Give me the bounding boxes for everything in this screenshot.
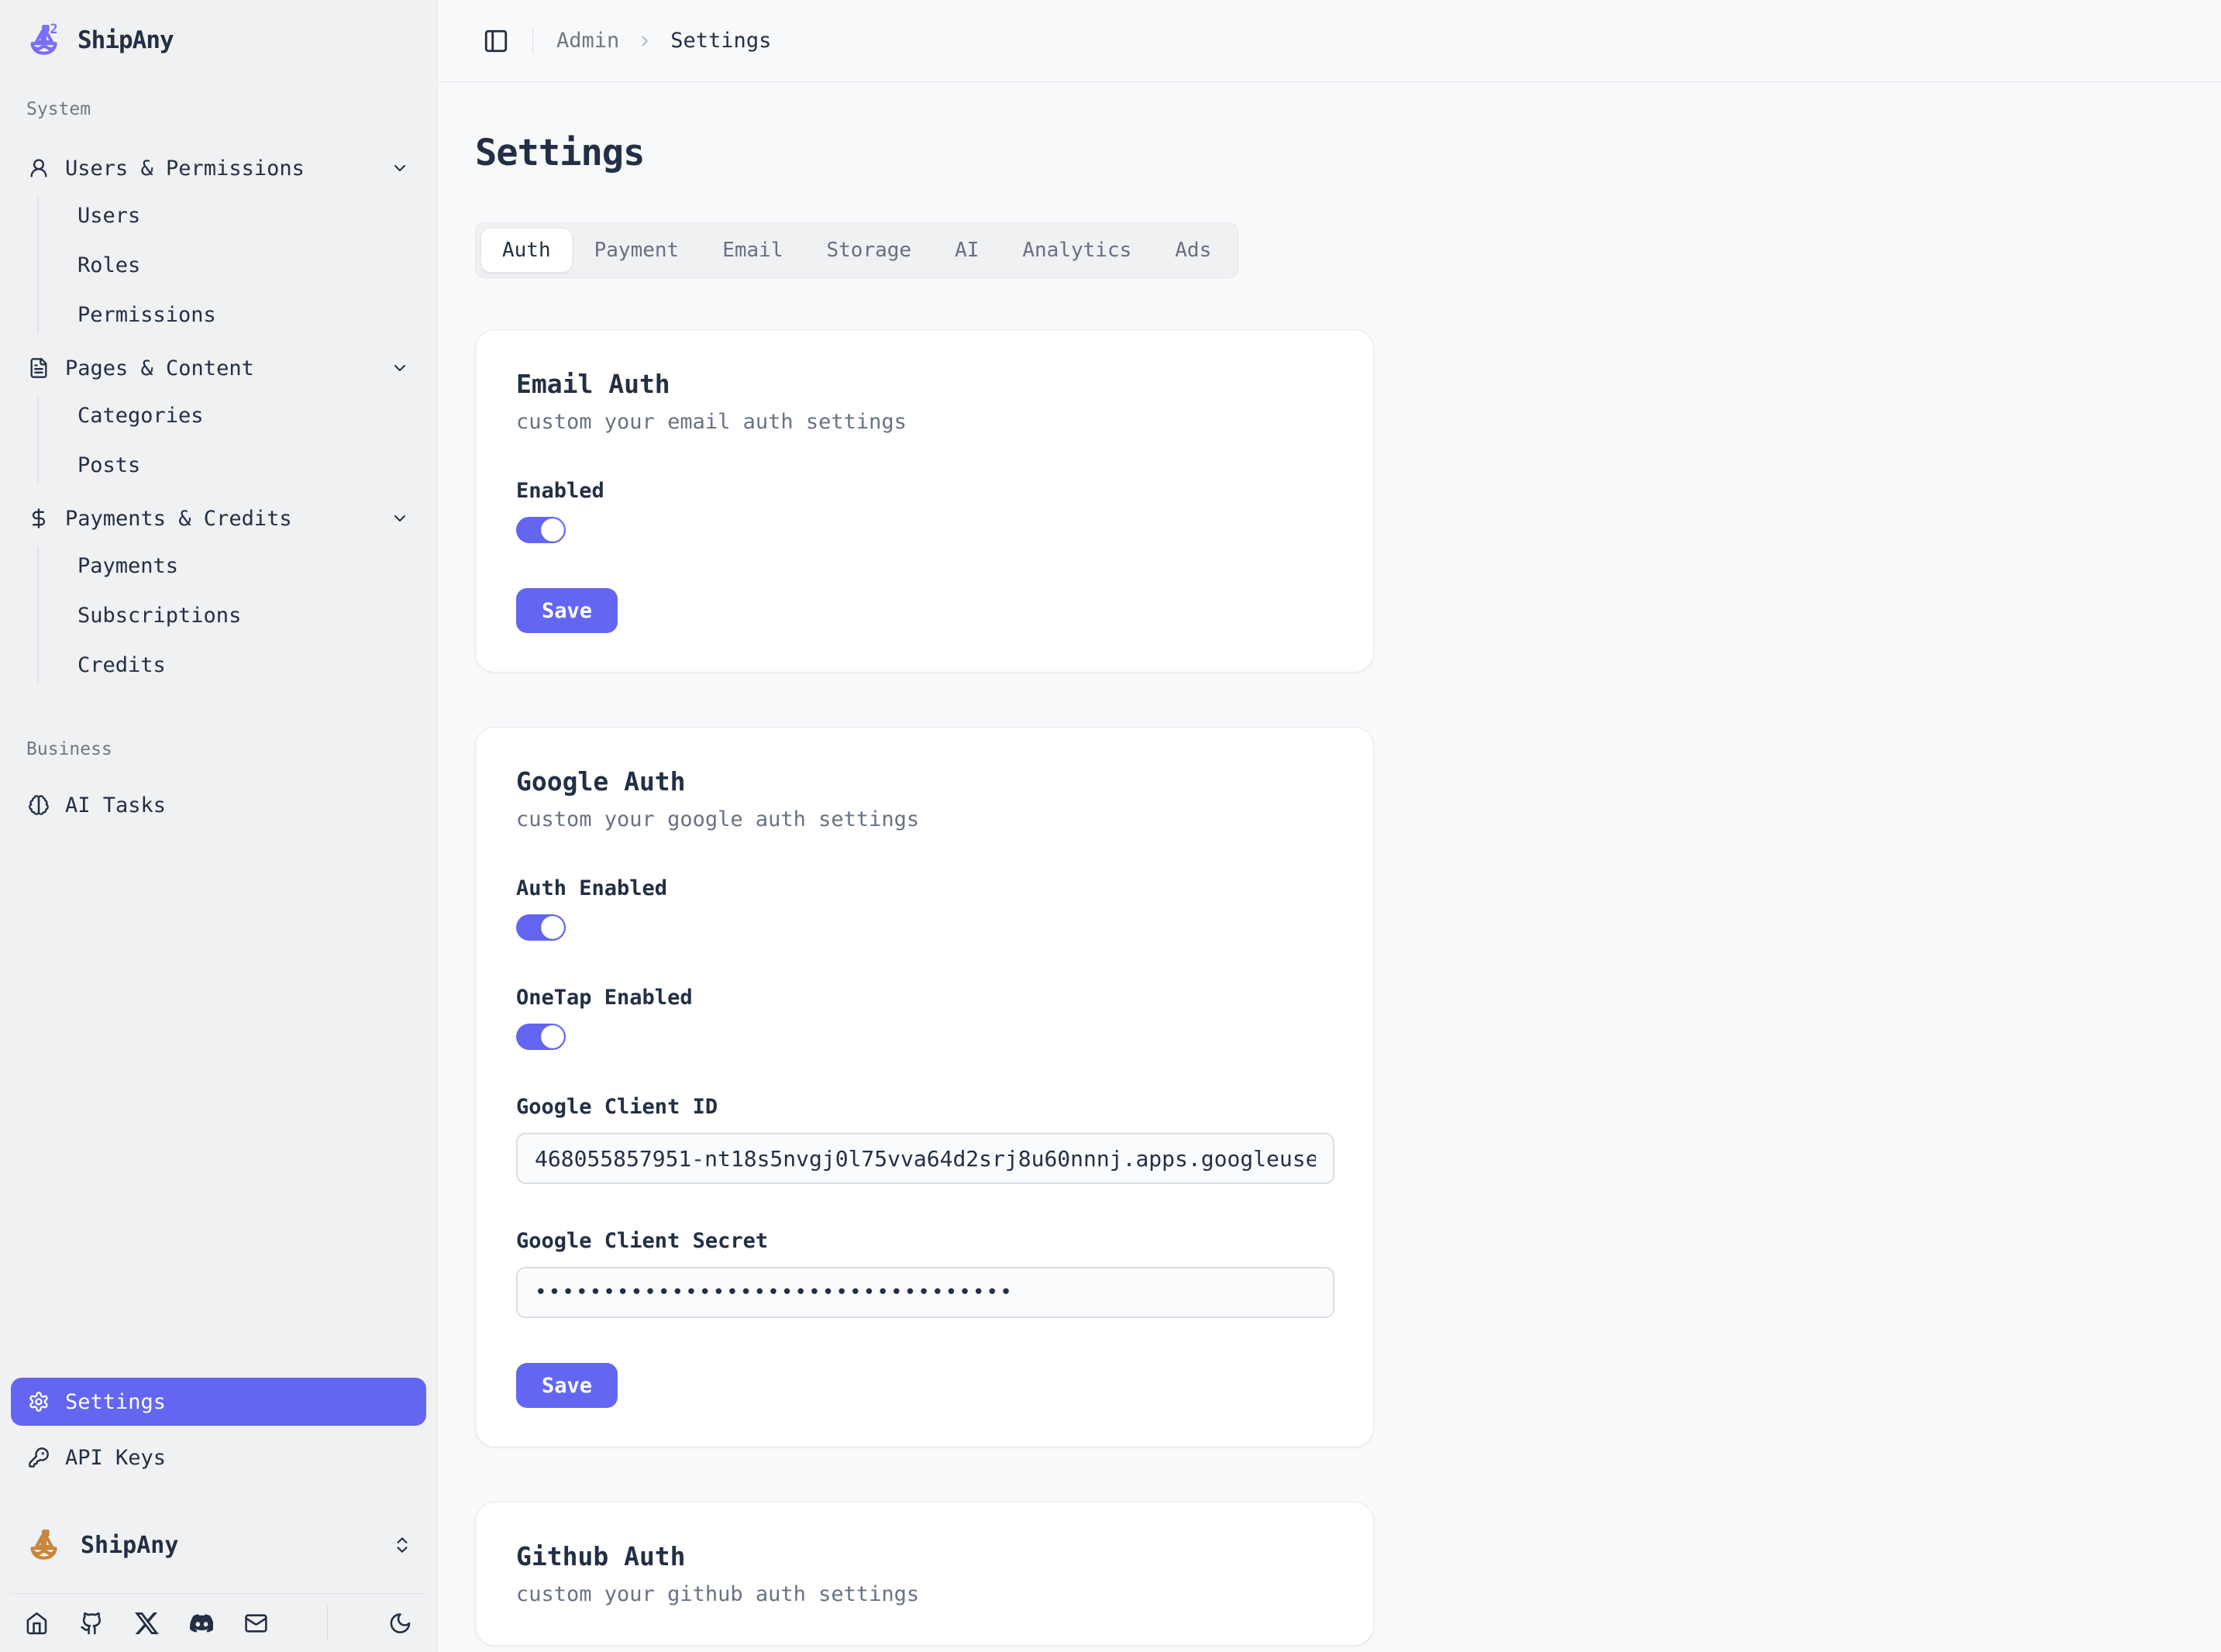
card-title: Github Auth bbox=[516, 1541, 686, 1571]
tab-email[interactable]: Email bbox=[722, 239, 783, 262]
toggle-thumb bbox=[541, 916, 564, 939]
breadcrumb-settings: Settings bbox=[670, 29, 772, 53]
toggle-thumb bbox=[541, 1025, 564, 1048]
breadcrumb: Admin Settings bbox=[556, 29, 771, 53]
chevron-right-icon bbox=[642, 36, 648, 46]
sidebar-footer: Settings API Keys ShipAny bbox=[11, 1378, 426, 1652]
sidebar-group-payments-credits[interactable]: Payments & Credits bbox=[11, 496, 426, 541]
main-area: Admin Settings Settings Auth Payment Ema… bbox=[438, 0, 2221, 1652]
card-title: Email Auth bbox=[516, 369, 670, 399]
divider bbox=[327, 1605, 329, 1641]
discord-icon[interactable] bbox=[189, 1609, 214, 1638]
client-id-label: Google Client ID bbox=[516, 1095, 718, 1119]
sidebar-nav: Users & Permissions Users Roles Permissi… bbox=[11, 146, 426, 828]
tab-payment[interactable]: Payment bbox=[594, 239, 680, 262]
dollar-icon bbox=[32, 508, 46, 528]
x-icon[interactable] bbox=[134, 1609, 159, 1638]
sidebar-item-settings[interactable]: Settings bbox=[11, 1378, 426, 1426]
sidebar-item-posts[interactable]: Posts bbox=[77, 453, 141, 477]
settings-tabs: Auth Payment Email Storage AI Analytics … bbox=[475, 222, 1239, 278]
key-icon bbox=[29, 1447, 49, 1468]
github-auth-card: Github Auth custom your github auth sett… bbox=[475, 1502, 1374, 1646]
sidebar-item-ai-tasks[interactable]: AI Tasks bbox=[11, 783, 426, 828]
onetap-enabled-label: OneTap Enabled bbox=[516, 986, 693, 1010]
tab-ai[interactable]: AI bbox=[955, 239, 980, 262]
sidebar-group-users-permissions[interactable]: Users & Permissions bbox=[11, 146, 426, 191]
workspace-switcher[interactable]: ShipAny bbox=[11, 1517, 426, 1573]
brand-name: ShipAny bbox=[77, 26, 174, 54]
sidebar-toggle-icon[interactable] bbox=[483, 28, 509, 54]
google-auth-card: Google Auth custom your google auth sett… bbox=[475, 727, 1374, 1447]
client-secret-label: Google Client Secret bbox=[516, 1229, 769, 1253]
tab-auth[interactable]: Auth bbox=[481, 229, 572, 272]
users-icon bbox=[30, 159, 47, 177]
auth-enabled-label: Auth Enabled bbox=[516, 876, 668, 900]
sailboat-icon bbox=[30, 1530, 57, 1560]
mail-icon[interactable] bbox=[244, 1609, 268, 1638]
settings-content: Settings Auth Payment Email Storage AI A… bbox=[438, 82, 2221, 1646]
sidebar-item-users[interactable]: Users bbox=[77, 203, 141, 228]
save-button[interactable]: Save bbox=[516, 588, 618, 633]
tab-ads[interactable]: Ads bbox=[1175, 239, 1212, 262]
card-subtitle: custom your github auth settings bbox=[516, 1582, 920, 1606]
sidebar-item-api-keys[interactable]: API Keys bbox=[11, 1433, 426, 1482]
sidebar-item-roles[interactable]: Roles bbox=[77, 253, 141, 277]
gear-icon bbox=[29, 1392, 48, 1412]
tab-storage[interactable]: Storage bbox=[826, 239, 912, 262]
chevron-down-icon bbox=[394, 365, 405, 371]
social-bar bbox=[11, 1593, 426, 1652]
sidebar: 2 ShipAny System Users & Permissions Use… bbox=[0, 0, 438, 1652]
svg-text:2: 2 bbox=[50, 22, 58, 36]
sidebar-item-categories[interactable]: Categories bbox=[77, 403, 204, 428]
sidebar-item-credits[interactable]: Credits bbox=[77, 652, 166, 677]
file-text-icon bbox=[30, 358, 47, 378]
workspace-name: ShipAny bbox=[81, 1531, 179, 1559]
card-subtitle: custom your email auth settings bbox=[516, 410, 907, 434]
google-client-id-input[interactable] bbox=[516, 1133, 1334, 1184]
brand: 2 ShipAny bbox=[11, 15, 426, 60]
card-subtitle: custom your google auth settings bbox=[516, 807, 920, 831]
enabled-label: Enabled bbox=[516, 479, 604, 503]
moon-icon[interactable] bbox=[388, 1609, 412, 1638]
sidebar-item-permissions[interactable]: Permissions bbox=[77, 302, 216, 327]
google-auth-enabled-toggle[interactable] bbox=[516, 914, 566, 941]
sidebar-section-system: System bbox=[26, 99, 91, 119]
sidebar-item-subscriptions[interactable]: Subscriptions bbox=[77, 603, 242, 628]
sidebar-section-business: Business bbox=[26, 739, 112, 759]
divider bbox=[532, 28, 533, 53]
chevron-down-icon bbox=[394, 515, 405, 521]
sidebar-item-payments[interactable]: Payments bbox=[77, 553, 179, 578]
home-icon[interactable] bbox=[25, 1609, 49, 1638]
page-title: Settings bbox=[475, 132, 645, 174]
sailboat-logo-icon: 2 bbox=[30, 22, 58, 55]
email-auth-card: Email Auth custom your email auth settin… bbox=[475, 329, 1374, 673]
tab-analytics[interactable]: Analytics bbox=[1022, 239, 1132, 262]
breadcrumb-admin[interactable]: Admin bbox=[556, 29, 620, 53]
brain-icon bbox=[29, 795, 49, 815]
email-auth-enabled-toggle[interactable] bbox=[516, 517, 566, 543]
sidebar-group-pages-content[interactable]: Pages & Content bbox=[11, 346, 426, 391]
github-icon[interactable] bbox=[80, 1609, 104, 1638]
chevrons-up-down-icon bbox=[397, 1537, 408, 1553]
save-button[interactable]: Save bbox=[516, 1363, 618, 1408]
chevron-down-icon bbox=[394, 165, 405, 171]
google-client-secret-input[interactable] bbox=[516, 1267, 1334, 1318]
toggle-thumb bbox=[541, 518, 564, 542]
topbar: Admin Settings bbox=[438, 0, 2221, 82]
card-title: Google Auth bbox=[516, 766, 686, 797]
google-onetap-toggle[interactable] bbox=[516, 1024, 566, 1050]
